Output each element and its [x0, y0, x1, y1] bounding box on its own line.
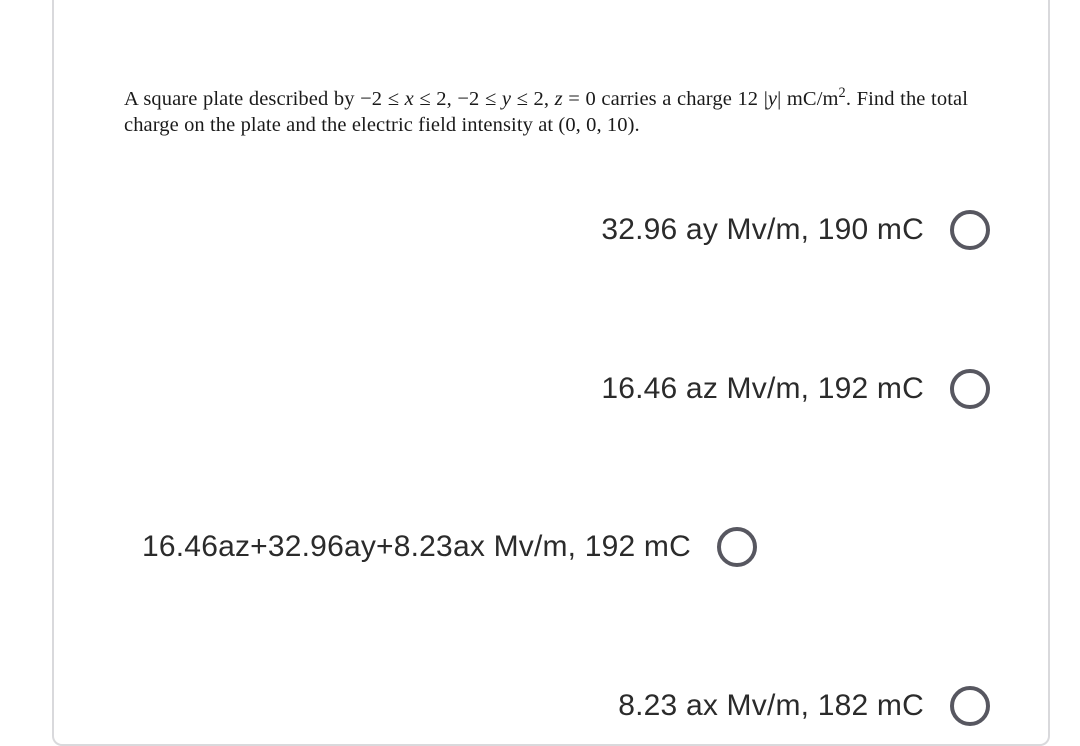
radio-icon[interactable] [950, 210, 990, 250]
options-list: 32.96 ay Mv/m, 190 mC 16.46 az Mv/m, 192… [142, 210, 990, 726]
option-4[interactable]: 8.23 ax Mv/m, 182 mC [142, 686, 990, 727]
radio-icon[interactable] [950, 369, 990, 409]
problem-text-1: A square plate described by −2 ≤ [124, 88, 405, 110]
page: A square plate described by −2 ≤ x ≤ 2, … [0, 0, 1080, 746]
problem-text-5: | mC/m [777, 88, 838, 110]
option-2[interactable]: 16.46 az Mv/m, 192 mC [142, 369, 990, 410]
question-card: A square plate described by −2 ≤ x ≤ 2, … [52, 0, 1050, 746]
problem-var-x: x [405, 88, 414, 110]
radio-icon[interactable] [950, 686, 990, 726]
radio-icon[interactable] [717, 527, 757, 567]
option-1-text: 32.96 ay Mv/m, 190 mC [601, 210, 924, 251]
option-3-text: 16.46az+32.96ay+8.23ax Mv/m, 192 mC [142, 527, 691, 568]
option-3[interactable]: 16.46az+32.96ay+8.23ax Mv/m, 192 mC [142, 527, 990, 568]
problem-statement: A square plate described by −2 ≤ x ≤ 2, … [124, 86, 968, 138]
problem-text-2: ≤ 2, −2 ≤ [414, 88, 502, 110]
problem-abs-y: y [768, 88, 777, 110]
problem-var-y: y [502, 88, 511, 110]
option-4-text: 8.23 ax Mv/m, 182 mC [618, 686, 924, 727]
option-1[interactable]: 32.96 ay Mv/m, 190 mC [142, 210, 990, 251]
problem-text-3: ≤ 2, [511, 88, 555, 110]
problem-text-4: = 0 carries a charge 12 | [563, 88, 768, 110]
option-2-text: 16.46 az Mv/m, 192 mC [601, 369, 924, 410]
problem-superscript: 2 [839, 85, 846, 101]
problem-var-z: z [555, 88, 563, 110]
